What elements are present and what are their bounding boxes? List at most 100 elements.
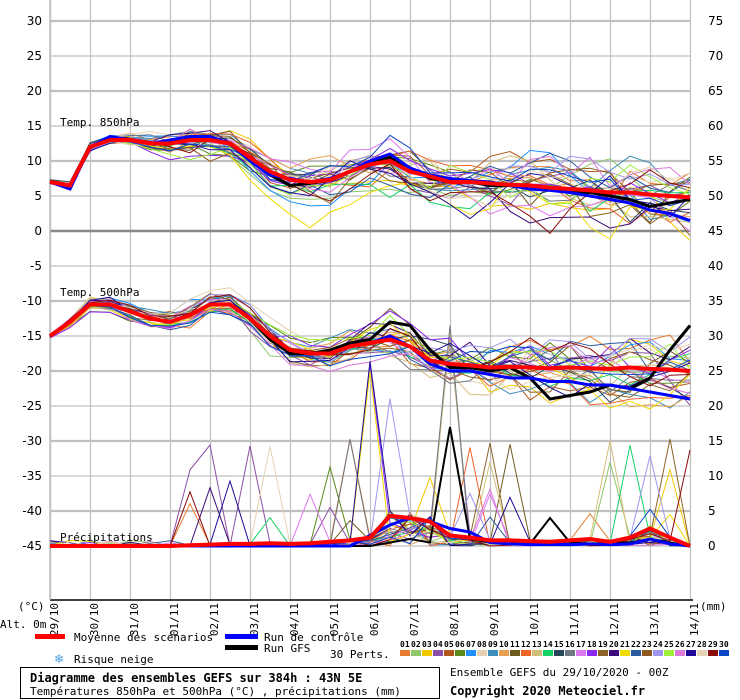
right-tick-label: 0: [708, 539, 716, 553]
pert-legend-id: 22: [631, 640, 641, 649]
date-tick-label: 31/10: [128, 603, 141, 636]
right-tick-label: 40: [708, 259, 723, 273]
chart-title: Diagramme des ensembles GEFS sur 384h : …: [30, 671, 362, 685]
panel-label-precip: Précipitations: [60, 531, 153, 544]
pert-legend-swatch: [642, 650, 652, 656]
altitude-label: Alt. 0m: [0, 618, 47, 631]
pert-legend-id: 23: [642, 640, 652, 649]
x-axis-labels: 29/10 30/10 31/10 01/11 02/11 03/11 04/11 05/11…: [48, 603, 701, 636]
perturbation-line-t500-29: [49, 294, 691, 387]
series-lines: [48, 128, 692, 548]
pert-legend-swatch: [708, 650, 718, 656]
left-tick-label: -25: [22, 399, 42, 413]
date-tick-label: 01/11: [168, 603, 181, 636]
right-tick-label: 25: [708, 364, 723, 378]
left-tick-label: -45: [22, 539, 42, 553]
pert-legend-swatch: [565, 650, 575, 656]
date-tick-label: 06/11: [368, 603, 381, 636]
pert-legend-id: 11: [510, 640, 520, 649]
legend-snow-label: Risque neige: [74, 653, 153, 666]
pert-legend-id: 01: [400, 640, 410, 649]
left-tick-label: 0: [34, 224, 42, 238]
pert-legend-swatch: [444, 650, 454, 656]
right-tick-label: 15: [708, 434, 723, 448]
date-tick-label: 10/11: [528, 603, 541, 636]
panel-label-500: Temp. 500hPa: [60, 286, 139, 299]
pert-legend-id: 10: [499, 640, 509, 649]
pert-legend-swatch: [455, 650, 465, 656]
pert-legend-id: 12: [521, 640, 531, 649]
pert-legend-id: 04: [433, 640, 443, 649]
date-tick-label: 08/11: [448, 603, 461, 636]
pert-legend-id: 29: [708, 640, 718, 649]
right-tick-label: 60: [708, 119, 723, 133]
panel-label-850: Temp. 850hPa: [60, 116, 139, 129]
pert-legend-swatch: [697, 650, 707, 656]
pert-legend-id: 17: [576, 640, 586, 649]
date-tick-label: 09/11: [488, 603, 501, 636]
pert-legend-swatch: [686, 650, 696, 656]
perturbation-line-t850-30: [49, 134, 691, 207]
right-tick-label: 20: [708, 399, 723, 413]
pert-legend-swatch: [510, 650, 520, 656]
pert-legend-id: 14: [543, 640, 553, 649]
left-tick-label: 10: [27, 154, 42, 168]
left-tick-label: 25: [27, 49, 42, 63]
legend-mean-label: Moyenne des scénarios: [74, 631, 213, 644]
date-tick-label: 03/11: [248, 603, 261, 636]
right-tick-label: 55: [708, 154, 723, 168]
pert-legend-swatch: [576, 650, 586, 656]
date-tick-label: 11/11: [568, 603, 581, 636]
left-tick-label: -10: [22, 294, 42, 308]
pert-legend-swatch: [532, 650, 542, 656]
title-box: [20, 667, 440, 699]
pert-legend-swatch: [675, 650, 685, 656]
pert-legend-id: 30: [719, 640, 729, 649]
pert-legend-id: 08: [477, 640, 487, 649]
pert-legend-id: 07: [466, 640, 476, 649]
pert-legend-id: 25: [664, 640, 674, 649]
grid: [49, 0, 693, 601]
date-tick-label: 14/11: [688, 603, 701, 636]
perturbation-line-t850-20: [49, 130, 691, 229]
date-tick-label: 13/11: [648, 603, 661, 636]
legend-perts-label: 30 Perts.: [330, 648, 390, 661]
perturbation-legend: 01 02 03 04 05 06 07 08 09 10 11 12 13 14 15 16 17 18 19 20…: [400, 640, 729, 656]
run-info: Ensemble GEFS du 29/10/2020 - 00Z: [450, 666, 669, 679]
left-tick-label: 5: [34, 189, 42, 203]
pert-legend-id: 19: [598, 640, 608, 649]
pert-legend-id: 03: [422, 640, 432, 649]
legend-control-swatch: [225, 634, 258, 639]
pert-legend-id: 20: [609, 640, 619, 649]
perturbation-line-t500-21: [49, 302, 691, 410]
mean-line-precip: [50, 513, 691, 548]
pert-legend-swatch: [664, 650, 674, 656]
right-axis-unit: (mm): [700, 600, 727, 613]
right-tick-label: 35: [708, 294, 723, 308]
pert-legend-swatch: [554, 650, 564, 656]
date-tick-label: 02/11: [208, 603, 221, 636]
pert-legend-swatch: [400, 650, 410, 656]
right-tick-label: 70: [708, 49, 723, 63]
pert-legend-swatch: [521, 650, 531, 656]
date-tick-label: 29/10: [48, 603, 61, 636]
perturbation-line-t850-21: [49, 136, 691, 240]
left-tick-label: -35: [22, 469, 42, 483]
pert-legend-swatch: [477, 650, 487, 656]
pert-legend-id: 15: [554, 640, 564, 649]
legend-mean-swatch: [35, 634, 65, 639]
right-tick-label: 75: [708, 14, 723, 28]
right-tick-label: 45: [708, 224, 723, 238]
left-tick-label: -30: [22, 434, 42, 448]
pert-legend-swatch: [499, 650, 509, 656]
pert-legend-id: 13: [532, 640, 542, 649]
pert-legend-id: 16: [565, 640, 575, 649]
pert-legend-swatch: [433, 650, 443, 656]
pert-legend-swatch: [620, 650, 630, 656]
legend-gfs-label: Run GFS: [264, 642, 310, 655]
pert-legend-id: 09: [488, 640, 498, 649]
left-axis-labels: 30 25 20 15 10 5 0 -5 -10 -15 -20 -25 -30 -35 -40 -45: [22, 14, 42, 553]
left-tick-label: -40: [22, 504, 42, 518]
left-tick-label: 15: [27, 119, 42, 133]
